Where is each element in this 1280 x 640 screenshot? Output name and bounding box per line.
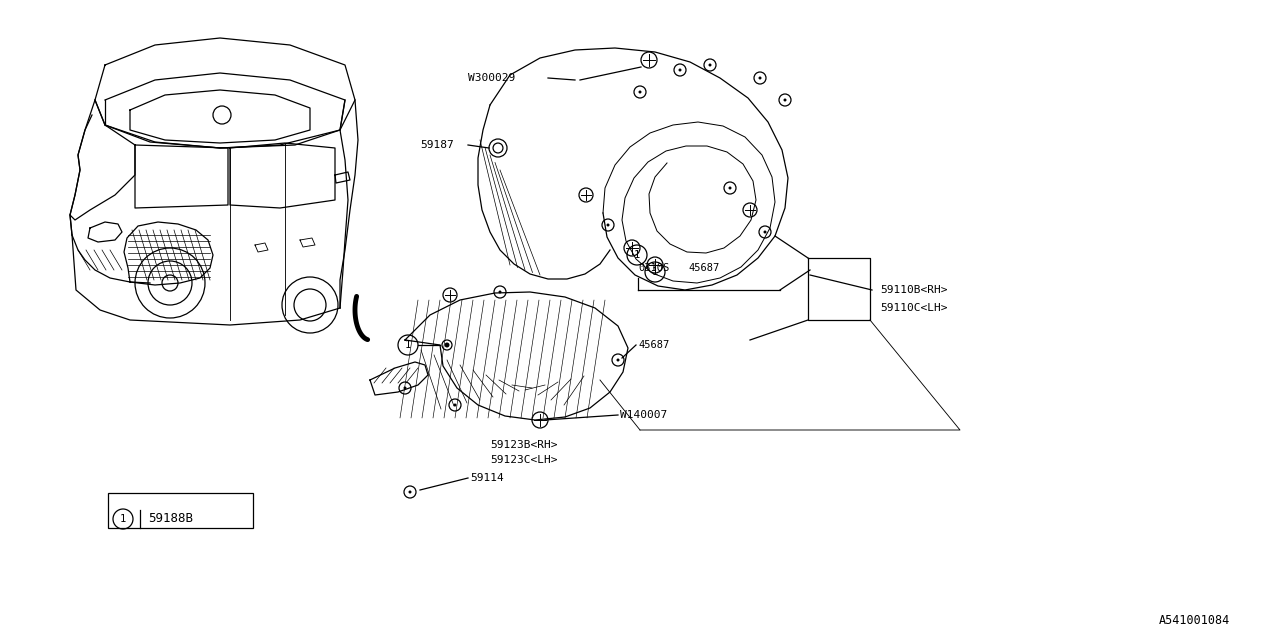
Circle shape [759,77,762,79]
Text: 59123C<LH>: 59123C<LH> [490,455,558,465]
Text: W140007: W140007 [620,410,667,420]
Text: A541001084: A541001084 [1158,614,1230,627]
Circle shape [728,186,731,189]
Circle shape [678,68,681,72]
Circle shape [639,90,641,93]
Circle shape [498,291,502,294]
Text: W300029: W300029 [468,73,516,83]
Text: 1: 1 [652,267,658,277]
Text: 45687: 45687 [637,340,669,350]
Circle shape [403,387,407,390]
Circle shape [709,63,712,67]
Text: 59187: 59187 [420,140,453,150]
Text: 1: 1 [634,250,640,260]
Text: 1: 1 [404,340,411,350]
Text: 59110C<LH>: 59110C<LH> [881,303,947,313]
Circle shape [453,403,457,406]
Text: 59188B: 59188B [148,513,193,525]
Text: 45687: 45687 [689,263,719,273]
Text: 0310S: 0310S [637,263,669,273]
Bar [108,493,253,528]
Circle shape [444,342,449,348]
Text: 59123B<RH>: 59123B<RH> [490,440,558,450]
Circle shape [617,358,620,362]
Text: 59114: 59114 [470,473,504,483]
Text: 59110B<RH>: 59110B<RH> [881,285,947,295]
Circle shape [783,99,786,102]
Circle shape [408,490,411,493]
Circle shape [763,230,767,234]
Circle shape [607,223,609,227]
Text: 1: 1 [120,514,127,524]
